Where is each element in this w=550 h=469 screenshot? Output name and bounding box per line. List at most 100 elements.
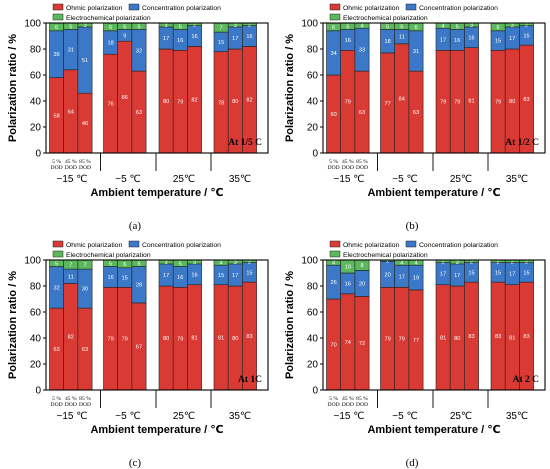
data-label-ohmic-1-0: 77 [384, 101, 390, 107]
data-label-electrochemical-3-0: 7 [220, 26, 223, 32]
data-label-concentration-3-2: 15 [523, 33, 529, 39]
y-tick-label-3: 60 [307, 308, 319, 319]
data-label-concentration-0-1: 11 [68, 274, 74, 280]
legend-label-electrochemical: Electrochemical polarization [66, 252, 151, 259]
data-label-ohmic-1-0: 76 [107, 102, 113, 108]
data-label-electrochemical-2-2: 3 [193, 260, 196, 266]
data-label-electrochemical-0-1: 10 [345, 265, 351, 271]
data-label-concentration-3-2: 15 [523, 270, 529, 276]
y-tick-label-0: 0 [312, 386, 318, 397]
x-axis-label: Ambient temperature / ℃ [367, 424, 500, 436]
data-label-concentration-0-1: 16 [345, 281, 351, 287]
legend-swatch-electrochemical [52, 13, 64, 21]
x-group-label-0: −15 ℃ [57, 411, 88, 422]
data-label-electrochemical-1-0: 5 [386, 24, 389, 30]
y-tick-label-0: 0 [35, 149, 41, 160]
data-label-electrochemical-2-2: 2 [193, 22, 196, 28]
dod-label-2: 85 % DOD [356, 396, 368, 408]
data-label-ohmic-1-1: 84 [399, 96, 405, 102]
x-axis-label: Ambient temperature / ℃ [90, 187, 223, 199]
legend-label-concentration: Concentration polarization [142, 5, 221, 12]
data-label-concentration-1-1: 17 [399, 274, 405, 280]
data-label-ohmic-0-2: 63 [359, 110, 365, 116]
y-axis-label: Polarization ratio / % [284, 271, 296, 379]
legend-label-ohmic: Ohmic polarization [343, 242, 400, 249]
dod-label-0: 5 % DOD [51, 159, 63, 171]
data-label-concentration-1-2: 19 [413, 276, 419, 282]
data-label-electrochemical-2-2: 3 [470, 23, 473, 29]
data-label-ohmic-2-0: 81 [440, 335, 446, 341]
legend-swatch-ohmic [52, 3, 64, 11]
data-label-ohmic-1-2: 63 [413, 110, 419, 116]
data-label-concentration-2-1: 16 [454, 38, 460, 44]
data-label-concentration-2-0: 17 [440, 272, 446, 278]
data-label-concentration-1-1: 15 [122, 276, 128, 282]
legend-swatch-electrochemical [52, 250, 64, 258]
x-group-label-2: 25℃ [450, 174, 472, 185]
x-group-label-2: 25℃ [450, 411, 472, 422]
data-label-concentration-3-0: 15 [495, 270, 501, 276]
data-label-electrochemical-1-2: 5 [137, 261, 140, 267]
data-label-electrochemical-2-0: 4 [442, 24, 445, 30]
y-tick-label-5: 100 [24, 19, 41, 30]
panel-caption: (d) [406, 457, 419, 469]
data-label-ohmic-0-1: 74 [345, 340, 351, 346]
y-tick-label-0: 0 [312, 149, 318, 160]
data-label-ohmic-1-0: 79 [384, 337, 390, 343]
data-label-ohmic-3-0: 79 [495, 100, 501, 106]
data-label-concentration-3-0: 15 [218, 40, 224, 46]
x-group-label-2: 25℃ [173, 411, 195, 422]
data-label-electrochemical-0-0: 5 [55, 261, 58, 267]
y-tick-label-1: 20 [30, 360, 42, 371]
dod-label-1: 45 % DOD [65, 396, 77, 408]
dod-label-0: 5 % DOD [51, 396, 63, 408]
plot-frame [45, 22, 269, 154]
data-label-ohmic-3-1: 80 [232, 99, 238, 105]
data-label-concentration-0-2: 20 [359, 281, 365, 287]
dod-label-0: 5 % DOD [328, 396, 340, 408]
data-label-electrochemical-2-1: 3 [456, 260, 459, 266]
x-group-label-3: 35℃ [506, 411, 528, 422]
data-label-electrochemical-2-1: 5 [179, 24, 182, 30]
y-tick-label-3: 60 [30, 71, 42, 82]
data-label-ohmic-3-1: 80 [509, 99, 515, 105]
data-label-electrochemical-2-0: 3 [165, 260, 168, 266]
data-label-electrochemical-0-0: 6 [332, 25, 335, 31]
data-label-ohmic-2-1: 80 [454, 336, 460, 342]
y-axis-label: Polarization ratio / % [284, 34, 296, 142]
data-label-concentration-1-0: 18 [107, 41, 113, 47]
x-group-label-1: −5 ℃ [392, 411, 417, 422]
data-label-ohmic-3-0: 78 [218, 100, 224, 106]
data-label-ohmic-2-2: 81 [468, 98, 474, 104]
data-label-ohmic-2-1: 79 [454, 100, 460, 106]
data-label-electrochemical-2-0: 2 [442, 259, 445, 265]
x-group-label-1: −5 ℃ [392, 174, 417, 185]
legend-label-ohmic: Ohmic polarization [66, 5, 123, 12]
y-tick-label-2: 40 [30, 97, 42, 108]
dod-label-2: 85 % DOD [79, 396, 91, 408]
dod-label-0: 5 % DOD [328, 159, 340, 171]
data-label-concentration-3-2: 16 [246, 34, 252, 40]
dod-label-1: 45 % DOD [342, 396, 354, 408]
data-label-concentration-0-1: 31 [68, 48, 74, 54]
data-label-electrochemical-3-0: 6 [497, 25, 500, 31]
data-label-electrochemical-1-1: 6 [123, 262, 126, 268]
data-label-electrochemical-1-0: 6 [109, 25, 112, 31]
panel-0: 5836664315465137618686956332580173791658… [7, 3, 269, 232]
data-label-electrochemical-0-2: 4 [360, 24, 363, 30]
x-group-label-1: −5 ℃ [115, 174, 140, 185]
data-label-ohmic-1-2: 63 [136, 110, 142, 116]
data-label-ohmic-3-2: 83 [523, 97, 529, 103]
data-label-ohmic-1-2: 67 [136, 344, 142, 350]
y-tick-label-0: 0 [35, 386, 41, 397]
data-label-electrochemical-3-1: 3 [511, 23, 514, 29]
data-label-concentration-1-0: 18 [384, 39, 390, 45]
data-label-ohmic-1-1: 79 [399, 337, 405, 343]
data-label-electrochemical-3-0: 4 [220, 261, 223, 267]
y-tick-label-2: 40 [30, 334, 42, 345]
panel-2: 6332582117633077916579156672858017379165… [7, 240, 269, 469]
y-tick-label-1: 20 [30, 123, 42, 134]
dod-label-1: 45 % DOD [65, 159, 77, 171]
data-label-concentration-1-2: 28 [136, 283, 142, 289]
data-label-concentration-0-0: 32 [53, 285, 59, 291]
